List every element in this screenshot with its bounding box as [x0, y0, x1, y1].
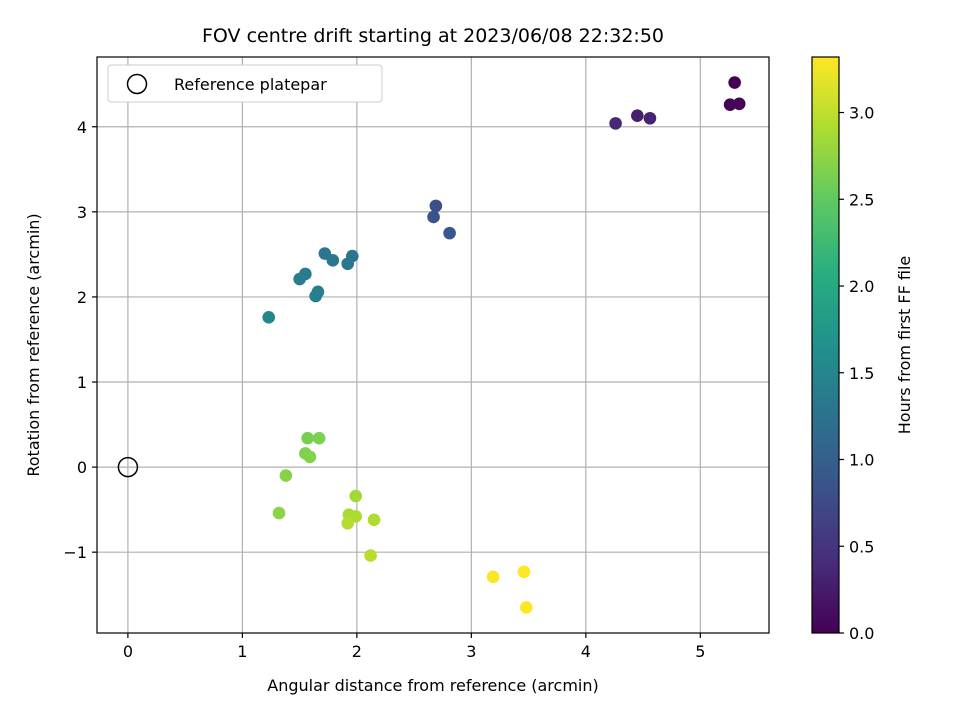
y-tick-label: 4	[77, 118, 87, 137]
legend-marker-open-circle	[126, 73, 148, 95]
data-point	[517, 565, 531, 579]
colorbar: 0.0 0.5 1.0 1.5 2.0 2.5 3.0 Hours from first F…	[811, 56, 914, 643]
x-axis-label: Angular distance from reference (arcmin)	[267, 676, 598, 695]
legend-entry-reference-platepar: Reference platepar	[174, 75, 327, 94]
data-point	[309, 289, 322, 303]
colorbar-label: Hours from first FF file	[895, 256, 914, 435]
data-point	[427, 210, 440, 224]
y-tick-label: 1	[77, 373, 87, 392]
x-tick-label: 5	[695, 642, 705, 661]
data-point	[728, 76, 741, 89]
data-points	[262, 76, 746, 614]
data-point	[429, 199, 443, 213]
colorbar-frame	[811, 56, 840, 634]
plot-frame	[96, 56, 770, 634]
x-tick-label: 1	[237, 642, 247, 661]
data-point	[367, 513, 381, 527]
data-point	[341, 516, 355, 530]
data-point	[609, 117, 622, 130]
y-tick-label: −1	[63, 543, 87, 562]
data-point	[732, 97, 746, 111]
colorbar-tick-label: 3.0	[849, 104, 874, 123]
data-point	[723, 98, 737, 111]
x-tick-label: 4	[581, 642, 591, 661]
data-point	[486, 570, 500, 584]
data-point	[443, 226, 456, 240]
x-axis-ticks: 0 1 2 3 4 5	[123, 633, 705, 661]
colorbar-tick-label: 2.0	[849, 277, 874, 296]
colorbar-tick-label: 0.5	[849, 537, 874, 556]
x-tick-label: 2	[352, 642, 362, 661]
data-point	[301, 431, 314, 445]
y-tick-label: 2	[77, 288, 87, 307]
data-point	[364, 549, 377, 562]
chart-title: FOV centre drift starting at 2023/06/08 …	[202, 25, 664, 47]
legend-box	[107, 64, 383, 103]
data-point	[520, 601, 533, 614]
y-tick-label: 0	[77, 458, 87, 477]
grid-lines	[97, 57, 769, 633]
data-point	[312, 431, 326, 445]
data-point	[643, 111, 657, 125]
y-tick-label: 3	[77, 203, 87, 222]
x-tick-label: 0	[123, 642, 133, 661]
y-axis-label: Rotation from reference (arcmin)	[24, 213, 43, 476]
colorbar-ticks: 0.0 0.5 1.0 1.5 2.0 2.5 3.0	[839, 104, 874, 643]
x-tick-label: 3	[466, 642, 476, 661]
data-point	[303, 450, 317, 464]
data-point	[279, 469, 293, 482]
data-point	[272, 506, 286, 520]
colorbar-tick-label: 1.5	[849, 364, 874, 383]
colorbar-tick-label: 1.0	[849, 451, 874, 470]
data-point	[326, 254, 340, 267]
data-point	[293, 272, 306, 286]
data-point	[631, 109, 644, 123]
data-point	[349, 489, 363, 503]
colorbar-tick-label: 0.0	[849, 624, 874, 643]
colorbar-gradient	[812, 57, 839, 633]
reference-marker	[117, 456, 139, 478]
y-axis-ticks: −1 0 1 2 3 4	[63, 118, 97, 562]
reference-platepar-marker	[117, 456, 139, 478]
data-point	[262, 311, 276, 324]
colorbar-tick-label: 2.5	[849, 190, 874, 209]
legend: Reference platepar	[107, 64, 383, 103]
data-point	[341, 257, 355, 271]
